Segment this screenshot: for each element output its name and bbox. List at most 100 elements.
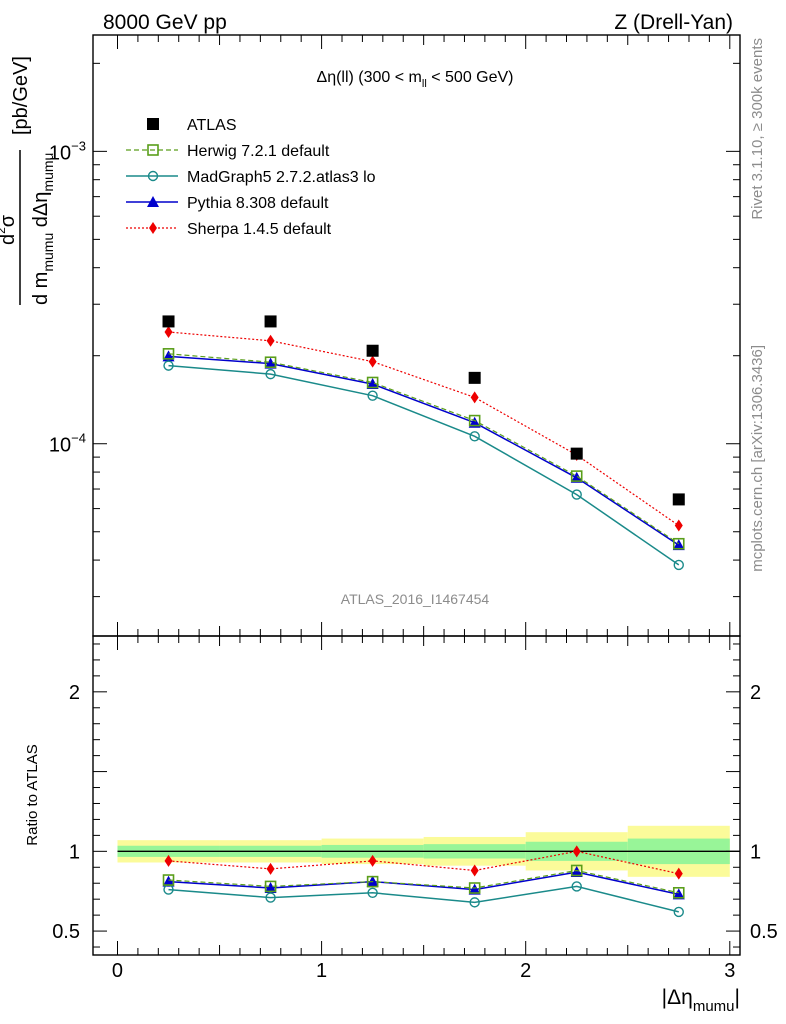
- legend-marker-atlas: [147, 118, 159, 130]
- plot-title-tail: < 500 GeV): [427, 69, 514, 86]
- xlabel-tail: |: [735, 986, 740, 1009]
- pythia-top-point: [162, 350, 175, 362]
- legend-marker-sherpa: [149, 222, 157, 234]
- sherpa-ratio-point: [164, 854, 173, 867]
- legend-label-sherpa: Sherpa 1.4.5 default: [187, 221, 332, 238]
- plot-title-main: Δη(ll) (300 < m: [317, 69, 422, 86]
- madgraph-ratio-point: [469, 897, 480, 908]
- top-ytick-base: 10: [49, 142, 71, 164]
- legend-marker-herwig: [147, 144, 159, 156]
- herwig-ratio-point: [162, 874, 175, 886]
- madgraph-ratio-point: [265, 892, 276, 903]
- rivet-label: Rivet 3.1.10, ≥ 300k events: [749, 38, 766, 220]
- pythia-ratio-line: [168, 871, 679, 896]
- herwig-ratio-point: [468, 882, 481, 894]
- ylabel-den: d m: [30, 272, 52, 305]
- xtick-label: 0: [112, 960, 123, 982]
- xtick-label: 3: [724, 960, 735, 982]
- madgraph-top-point: [469, 431, 480, 442]
- bottom-ytick-label: 2: [69, 682, 80, 704]
- atlas-top-point: [672, 493, 685, 506]
- sherpa-top-point: [674, 519, 683, 532]
- herwig-ratio-line: [168, 869, 679, 894]
- watermark: ATLAS_2016_I1467454: [341, 591, 490, 607]
- herwig-ratio-point: [672, 886, 685, 899]
- sherpa-top-point: [368, 355, 377, 368]
- top-ytick-exp: −4: [71, 431, 86, 446]
- madgraph-top-point: [367, 390, 378, 401]
- bottom-ytick-label-right: 1: [750, 841, 761, 863]
- atlas-top-point: [366, 344, 379, 357]
- ylabel-num-sigma: σ: [0, 214, 19, 227]
- madgraph-ratio-point: [367, 887, 378, 898]
- herwig-ratio-point: [570, 864, 583, 877]
- ylabel-den-sub1: mumu: [40, 233, 56, 272]
- pythia-ratio-point: [570, 866, 583, 878]
- xlabel-sub: mumu: [693, 998, 735, 1015]
- sherpa-ratio-point: [266, 862, 275, 875]
- legend-marker-madgraph: [147, 170, 159, 182]
- top-ylabel: d mmumu dΔηmumu d2σ [pb/GeV]: [0, 56, 56, 305]
- herwig-top-point: [570, 470, 583, 482]
- sherpa-top-point: [164, 326, 173, 339]
- xlabel: |Δηmumu|: [662, 986, 740, 1015]
- top-ytick-label: 10−4: [49, 431, 86, 457]
- pythia-top-point: [672, 539, 685, 551]
- bottom-ytick-label-right: 2: [750, 682, 761, 704]
- sherpa-ratio-line: [168, 850, 679, 875]
- legend-label-herwig: Herwig 7.2.1 default: [187, 143, 330, 160]
- bottom-ytick-label-right: 0.5: [750, 921, 778, 943]
- legend: ATLAS Herwig 7.2.1 default MadGraph5 2.7.2…: [126, 117, 376, 238]
- top-ytick-label: 10−3: [49, 138, 86, 164]
- bottom-ylabel: Ratio to ATLAS: [24, 744, 41, 845]
- ylabel-num-sup: 2: [0, 227, 8, 234]
- ylabel-den-sub2: mumu: [40, 153, 56, 192]
- madgraph-top-line: [168, 364, 680, 566]
- ylabel-den-mid: dΔη: [30, 192, 52, 233]
- sherpa-top-point: [470, 391, 479, 404]
- atlas-top-point: [264, 315, 277, 328]
- herwig-top-point: [264, 356, 277, 369]
- xlabel-main: |Δη: [662, 986, 693, 1009]
- legend-marker-pythia: [147, 196, 159, 207]
- top-ytick-exp: −3: [71, 138, 86, 153]
- herwig-top-point: [162, 348, 175, 360]
- atlas-top-point: [162, 315, 175, 328]
- atlas-top-point: [468, 371, 481, 384]
- herwig-top-point: [468, 414, 481, 427]
- svg-text:d2σ: d2σ: [0, 214, 19, 245]
- legend-label-pythia: Pythia 8.308 default: [187, 195, 329, 212]
- sherpa-ratio-point: [470, 864, 479, 877]
- herwig-top-line: [168, 353, 680, 545]
- madgraph-top-point: [163, 360, 174, 371]
- sherpa-top-point: [266, 334, 275, 347]
- madgraph-ratio-point: [673, 906, 684, 918]
- mcplots-label: mcplots.cern.ch [arXiv:1306.3436]: [749, 345, 766, 572]
- herwig-ratio-point: [264, 880, 277, 893]
- herwig-ratio-point: [366, 875, 379, 888]
- pythia-ratio-point: [672, 888, 685, 900]
- xtick-label: 2: [520, 960, 531, 982]
- sherpa-top-line: [168, 331, 680, 527]
- madgraph-top-point: [265, 368, 276, 380]
- madgraph-top-point: [673, 559, 684, 571]
- bottom-ytick-label: 1: [69, 841, 80, 863]
- top-ytick-base: 10: [49, 435, 71, 457]
- sherpa-ratio-point: [572, 845, 581, 858]
- pythia-top-point: [366, 378, 379, 390]
- pythia-top-point: [570, 471, 583, 483]
- ylabel-num-d: d: [0, 234, 19, 245]
- atlas-top-point: [570, 447, 583, 460]
- bottom-ytick-label: 0.5: [52, 921, 80, 943]
- pythia-ratio-point: [162, 875, 175, 887]
- pythia-top-line: [168, 355, 680, 546]
- bottom-frame: [92, 635, 741, 956]
- header-right: Z (Drell-Yan): [614, 11, 733, 34]
- pythia-ratio-point: [468, 883, 481, 895]
- plot-title: Δη(ll) (300 < mll < 500 GeV): [317, 69, 514, 90]
- madgraph-ratio-line: [168, 885, 679, 913]
- pythia-ratio-point: [264, 882, 277, 894]
- madgraph-top-point: [571, 489, 582, 500]
- madgraph-ratio-point: [571, 881, 582, 892]
